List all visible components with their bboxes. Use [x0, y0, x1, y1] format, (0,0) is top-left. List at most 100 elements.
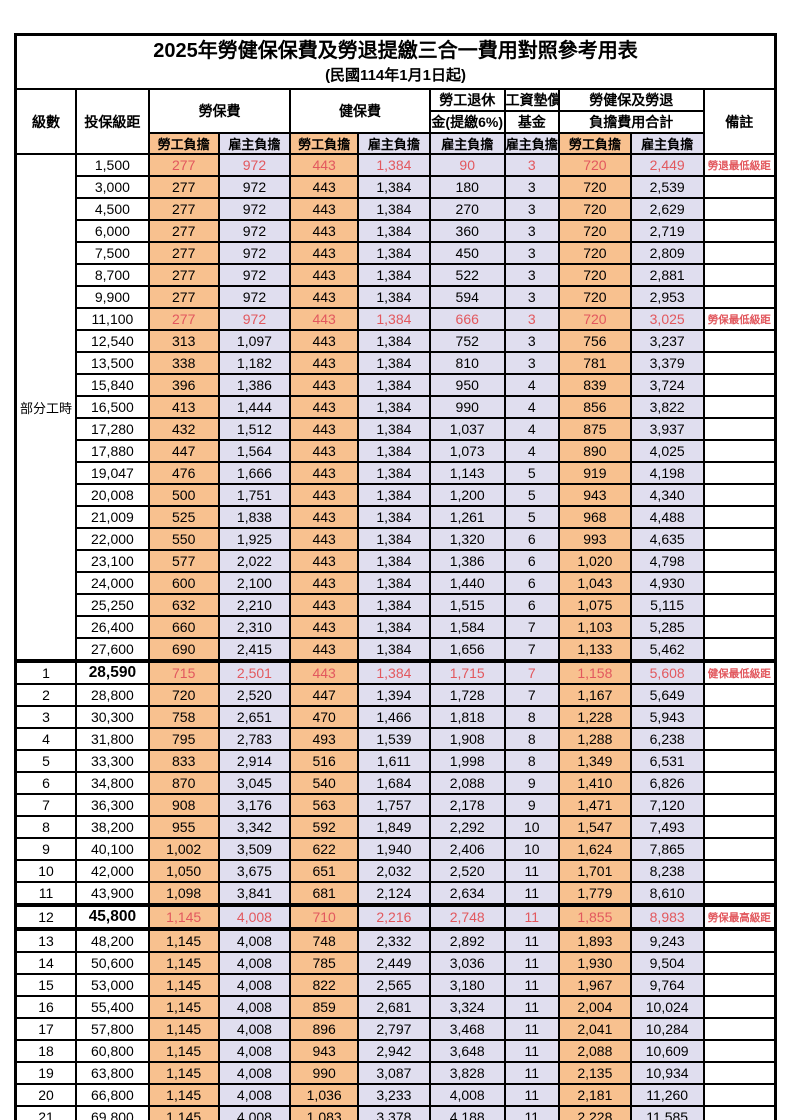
value-cell: 810 [428, 351, 506, 375]
value-cell: 752 [428, 329, 506, 353]
value-cell: 447 [147, 439, 220, 463]
value-cell: 1,228 [557, 705, 632, 729]
value-cell: 781 [557, 351, 632, 375]
value-cell: 990 [428, 395, 506, 419]
value-cell: 1,050 [147, 859, 220, 883]
value-cell: 1,701 [557, 859, 632, 883]
value-cell: 592 [289, 815, 359, 839]
value-cell: 690 [147, 637, 220, 662]
value-cell: 10 [503, 815, 560, 839]
value-cell: 3,509 [217, 837, 292, 861]
subheader-pension-employer: 雇主負擔 [428, 132, 506, 155]
bracket-cell: 21,009 [75, 505, 150, 529]
value-cell: 2,210 [217, 593, 292, 617]
value-cell: 5 [503, 483, 560, 507]
table-row: 4,500 277 972 443 1,384 270 3 720 2,629 [16, 197, 777, 221]
value-cell: 2,520 [217, 683, 292, 707]
value-cell: 338 [147, 351, 220, 375]
remark-cell [702, 527, 777, 551]
value-cell: 908 [147, 793, 220, 817]
bracket-cell: 19,047 [75, 461, 150, 485]
col-header-wage-fund-line2: 基金 [503, 110, 560, 134]
value-cell: 720 [557, 241, 632, 265]
level-cell: 17 [14, 1017, 77, 1041]
value-cell: 11 [503, 1083, 560, 1107]
col-header-pension-line1: 勞工退休 [428, 88, 506, 112]
value-cell: 277 [147, 153, 220, 177]
value-cell: 993 [557, 527, 632, 551]
value-cell: 833 [147, 749, 220, 773]
value-cell: 5,462 [629, 637, 705, 662]
value-cell: 1,384 [357, 593, 431, 617]
value-cell: 3,237 [629, 329, 705, 353]
value-cell: 3,324 [428, 995, 506, 1019]
level-cell: 10 [14, 859, 77, 883]
value-cell: 1,656 [428, 637, 506, 662]
value-cell: 4,008 [217, 973, 292, 997]
bracket-cell: 40,100 [75, 837, 150, 861]
value-cell: 972 [217, 219, 292, 243]
value-cell: 1,384 [357, 307, 431, 331]
value-cell: 5,943 [629, 705, 705, 729]
bracket-cell: 60,800 [75, 1039, 150, 1063]
value-cell: 3,468 [428, 1017, 506, 1041]
value-cell: 3,045 [217, 771, 292, 795]
value-cell: 2,449 [629, 153, 705, 177]
bracket-cell: 25,250 [75, 593, 150, 617]
level-cell: 15 [14, 973, 77, 997]
value-cell: 6,238 [629, 727, 705, 751]
remark-cell [702, 727, 777, 751]
value-cell: 1,384 [357, 241, 431, 265]
value-cell: 4 [503, 439, 560, 463]
value-cell: 443 [289, 593, 359, 617]
remark-cell [702, 395, 777, 419]
value-cell: 1,037 [428, 417, 506, 441]
value-cell: 432 [147, 417, 220, 441]
table-row: 12,540 313 1,097 443 1,384 752 3 756 3,237 [16, 329, 777, 353]
table-row: 8,700 277 972 443 1,384 522 3 720 2,881 [16, 263, 777, 287]
remark-cell [702, 637, 777, 662]
value-cell: 10,284 [629, 1017, 705, 1041]
value-cell: 3,233 [357, 1083, 431, 1107]
value-cell: 1,384 [357, 351, 431, 375]
value-cell: 1,394 [357, 683, 431, 707]
bracket-cell: 38,200 [75, 815, 150, 839]
table-row: 13 48,200 1,145 4,008 748 2,332 2,892 11 1,893 9,… [14, 928, 777, 953]
bracket-cell: 16,500 [75, 395, 150, 419]
value-cell: 2,135 [557, 1061, 632, 1085]
value-cell: 1,043 [557, 571, 632, 595]
value-cell: 1,998 [428, 749, 506, 773]
value-cell: 9 [503, 771, 560, 795]
value-cell: 1,384 [357, 329, 431, 353]
value-cell: 1,471 [557, 793, 632, 817]
remark-cell [702, 1039, 777, 1063]
value-cell: 1,097 [217, 329, 292, 353]
table-row: 17,280 432 1,512 443 1,384 1,037 4 875 3,937 [16, 417, 777, 441]
value-cell: 563 [289, 793, 359, 817]
value-cell: 1,200 [428, 483, 506, 507]
value-cell: 1,611 [357, 749, 431, 773]
value-cell: 4,198 [629, 461, 705, 485]
value-cell: 5,115 [629, 593, 705, 617]
value-cell: 1,444 [217, 395, 292, 419]
value-cell: 1,073 [428, 439, 506, 463]
value-cell: 1,547 [557, 815, 632, 839]
page-title: 2025年勞健保保費及勞退提繳三合一費用對照參考用表 [153, 39, 638, 62]
value-cell: 1,098 [147, 881, 220, 906]
value-cell: 2,809 [629, 241, 705, 265]
value-cell: 11 [503, 995, 560, 1019]
value-cell: 443 [289, 153, 359, 177]
value-cell: 470 [289, 705, 359, 729]
bracket-cell: 28,800 [75, 683, 150, 707]
remark-cell [702, 197, 777, 221]
level-cell: 16 [14, 995, 77, 1019]
value-cell: 1,386 [217, 373, 292, 397]
remark-cell [702, 241, 777, 265]
remark-cell [702, 859, 777, 883]
value-cell: 4,008 [217, 995, 292, 1019]
value-cell: 8,983 [629, 903, 705, 931]
value-cell: 443 [289, 373, 359, 397]
value-cell: 3,087 [357, 1061, 431, 1085]
value-cell: 6 [503, 593, 560, 617]
value-cell: 748 [289, 928, 359, 953]
